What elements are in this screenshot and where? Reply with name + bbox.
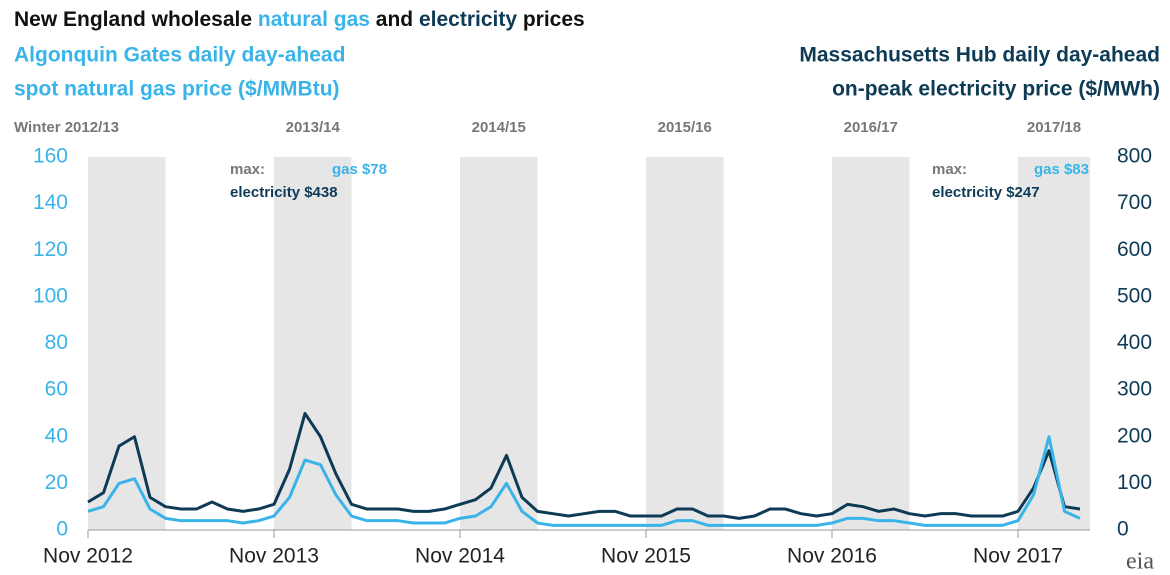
x-tick-label: Nov 2015 — [601, 545, 691, 568]
right-axis-label: Massachusetts Hub daily day-ahead — [799, 44, 1160, 67]
winter-label: 2017/18 — [1027, 119, 1081, 136]
y-tick-label: 40 — [45, 424, 68, 447]
left-axis-label: spot natural gas price ($/MMBtu) — [14, 78, 340, 101]
y2-tick-label: 800 — [1117, 145, 1152, 168]
y-tick-label: 120 — [33, 238, 68, 261]
y-tick-label: 140 — [33, 191, 68, 214]
y2-tick-label: 700 — [1117, 191, 1152, 214]
y2-tick-label: 500 — [1117, 284, 1152, 307]
y2-tick-label: 400 — [1117, 331, 1152, 354]
winter-band — [832, 157, 910, 530]
y-tick-label: 80 — [45, 331, 68, 354]
x-tick-label: Nov 2017 — [973, 545, 1063, 568]
series-line — [87, 411, 1081, 520]
winter-label: 2013/14 — [286, 119, 341, 136]
annotation-electricity: electricity $247 — [932, 184, 1040, 201]
x-tick-label: Nov 2016 — [787, 545, 877, 568]
y2-tick-label: 0 — [1117, 518, 1129, 541]
annotation-label: max: — [230, 161, 265, 178]
x-tick-label: Nov 2013 — [229, 545, 319, 568]
y2-tick-label: 300 — [1117, 378, 1152, 401]
y2-tick-label: 600 — [1117, 238, 1152, 261]
winter-band — [646, 157, 724, 530]
winter-label: Winter 2012/13 — [14, 119, 119, 136]
series-line — [87, 435, 1081, 527]
annotation-label: max: — [932, 161, 967, 178]
y-tick-label: 20 — [45, 471, 68, 494]
annotation-gas: gas $78 — [332, 161, 387, 178]
winter-band — [274, 157, 352, 530]
winter-label: 2014/15 — [472, 119, 526, 136]
y-tick-label: 160 — [33, 145, 68, 168]
annotation-electricity: electricity $438 — [230, 184, 338, 201]
winter-band — [460, 157, 538, 530]
annotation-gas: gas $83 — [1034, 161, 1089, 178]
logo: eia — [1126, 549, 1154, 575]
y2-tick-label: 100 — [1117, 471, 1152, 494]
y-tick-label: 100 — [33, 284, 68, 307]
x-tick-label: Nov 2014 — [415, 545, 505, 568]
winter-label: 2015/16 — [658, 119, 712, 136]
y-tick-label: 60 — [45, 378, 68, 401]
y2-tick-label: 200 — [1117, 424, 1152, 447]
winter-label: 2016/17 — [844, 119, 898, 136]
winter-band — [88, 157, 166, 530]
x-tick-label: Nov 2012 — [43, 545, 133, 568]
chart-title: New England wholesale natural gas and el… — [14, 8, 585, 31]
y-tick-label: 0 — [56, 518, 68, 541]
left-axis-label: Algonquin Gates daily day-ahead — [14, 44, 345, 67]
right-axis-label: on-peak electricity price ($/MWh) — [832, 78, 1160, 101]
